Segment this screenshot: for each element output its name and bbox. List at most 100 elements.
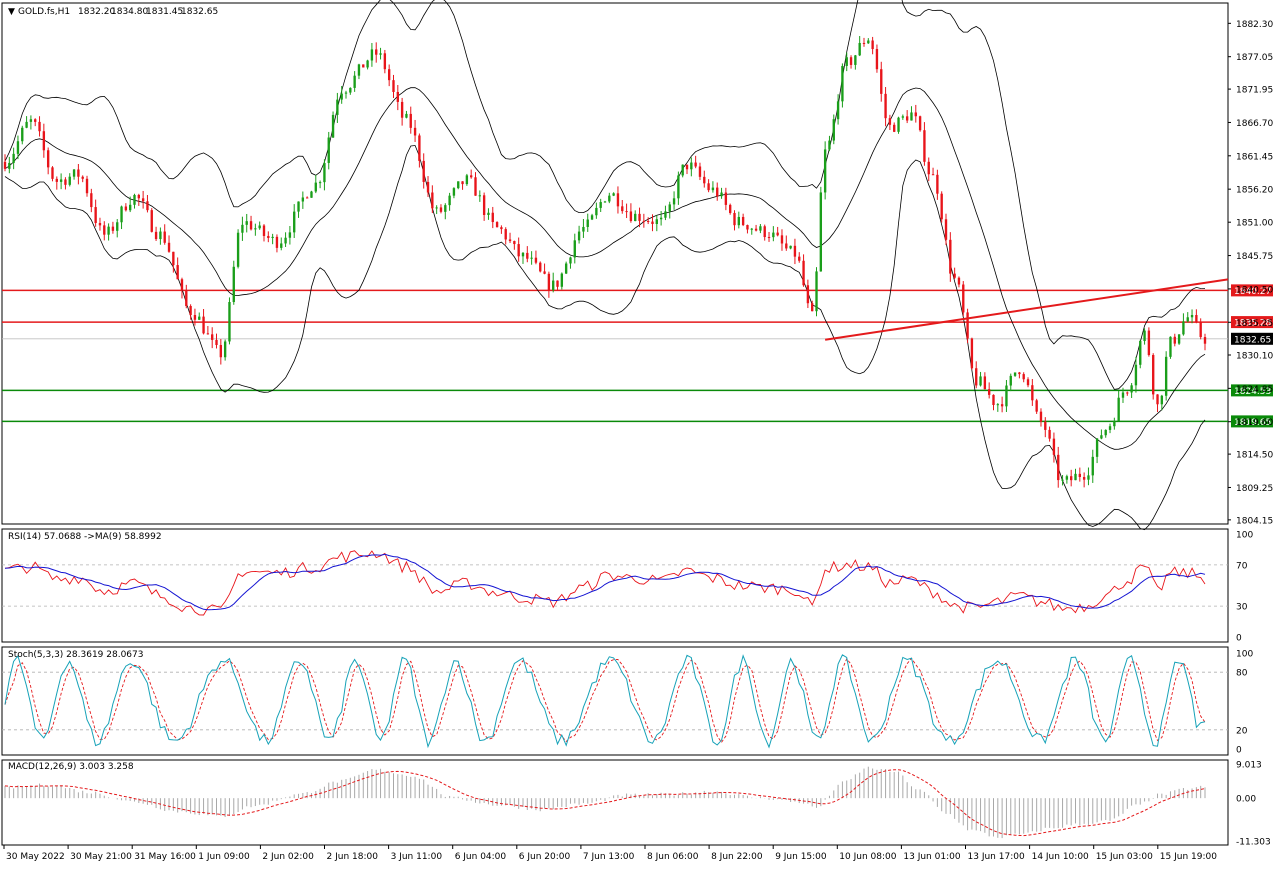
current-price-label-bg bbox=[1231, 332, 1273, 345]
candle-body bbox=[793, 245, 797, 257]
candle-body bbox=[55, 178, 58, 182]
candle-body bbox=[439, 207, 443, 212]
candle-body bbox=[556, 280, 559, 287]
candle-body bbox=[513, 241, 516, 245]
candle-body bbox=[677, 175, 680, 199]
candle-body bbox=[305, 197, 309, 199]
time-label-5: 2 Jun 18:00 bbox=[327, 852, 379, 862]
candle-body bbox=[1182, 321, 1185, 335]
candle-body bbox=[422, 160, 425, 182]
candle-body bbox=[651, 221, 654, 225]
price-header-high: 1834.80 bbox=[111, 7, 148, 17]
bollinger-middle bbox=[4, 87, 1206, 450]
candle-body bbox=[452, 188, 456, 196]
price-header-close: 1832.65 bbox=[181, 7, 218, 17]
price-tick-label-8: 1840.50 bbox=[1236, 285, 1273, 295]
current-price-label: 1832.65 bbox=[1234, 335, 1271, 345]
candle-body bbox=[500, 227, 503, 230]
candle-body bbox=[595, 207, 598, 216]
candle-body bbox=[1139, 341, 1142, 365]
candle-body bbox=[534, 257, 538, 263]
bollinger-upper bbox=[4, 0, 1206, 390]
candle-body bbox=[716, 187, 719, 197]
candle-body bbox=[871, 40, 874, 50]
candle-body bbox=[448, 195, 451, 206]
candle-body bbox=[962, 284, 965, 313]
candle-body bbox=[90, 193, 93, 208]
candle-body bbox=[711, 187, 715, 191]
candle-body bbox=[841, 65, 844, 102]
candle-body bbox=[508, 239, 512, 242]
price-tick-label-1: 1877.05 bbox=[1236, 53, 1273, 63]
price-tick-label-5: 1856.20 bbox=[1236, 186, 1273, 196]
candle-body bbox=[172, 251, 175, 266]
candle-body bbox=[426, 181, 430, 193]
candle-body bbox=[832, 119, 835, 141]
candle-body bbox=[586, 219, 589, 227]
price-tick-label-9: 1835.25 bbox=[1236, 319, 1273, 329]
candle-body bbox=[202, 316, 205, 334]
candle-body bbox=[379, 53, 382, 55]
price-header-open: 1832.20 bbox=[78, 7, 115, 17]
candle-body bbox=[413, 127, 417, 136]
candle-body bbox=[241, 224, 244, 233]
level-label-bg-3 bbox=[1231, 384, 1273, 397]
candle-body bbox=[327, 137, 330, 163]
candle-body bbox=[1039, 411, 1043, 422]
time-label-17: 15 Jun 03:00 bbox=[1096, 852, 1153, 862]
candle-body bbox=[573, 240, 576, 258]
candle-body bbox=[966, 312, 969, 339]
candle-body bbox=[128, 204, 132, 211]
candle-body bbox=[12, 153, 15, 163]
candle-body bbox=[776, 232, 779, 236]
candle-body bbox=[150, 210, 153, 232]
candle-body bbox=[120, 206, 123, 223]
time-label-3: 1 Jun 09:00 bbox=[198, 852, 250, 862]
candle-body bbox=[418, 135, 421, 161]
candle-body bbox=[612, 193, 615, 196]
macd-header: MACD(12,26,9) 3.003 3.258 bbox=[8, 762, 134, 772]
axis-labels: 1840.27 1835.28 1824.53 1819.65 1832.65 1882.… bbox=[3, 20, 1273, 862]
candle-body bbox=[897, 117, 900, 132]
candle-body bbox=[1052, 438, 1056, 455]
rsi-header: RSI(14) 57.0688 ->MA(9) 58.8992 bbox=[8, 532, 162, 542]
candle-body bbox=[159, 231, 162, 240]
candle-body bbox=[38, 121, 41, 132]
time-label-9: 7 Jun 13:00 bbox=[583, 852, 635, 862]
candle-body bbox=[487, 212, 490, 215]
candle-body bbox=[336, 99, 339, 115]
candle-body bbox=[845, 57, 848, 66]
candle-body bbox=[375, 49, 378, 55]
candle-body bbox=[707, 183, 710, 191]
candle-body bbox=[517, 244, 520, 257]
candle-body bbox=[64, 179, 67, 185]
candle-body bbox=[457, 181, 460, 189]
candle-body bbox=[638, 213, 641, 221]
candles bbox=[3, 36, 1207, 488]
candle-body bbox=[949, 239, 952, 274]
candle-body bbox=[219, 345, 223, 358]
candle-body bbox=[349, 87, 352, 93]
candle-body bbox=[798, 256, 801, 261]
time-label-10: 8 Jun 06:00 bbox=[647, 852, 699, 862]
candle-body bbox=[685, 164, 689, 170]
candle-body bbox=[1169, 336, 1172, 357]
candle-body bbox=[198, 316, 201, 320]
candle-body bbox=[733, 212, 736, 226]
rsi-tick-label-0: 100 bbox=[1236, 531, 1253, 541]
candle-body bbox=[431, 192, 434, 209]
candle-body bbox=[552, 280, 555, 291]
candle-body bbox=[582, 226, 585, 232]
price-header-symbol: GOLD.fs,H1 bbox=[18, 7, 70, 17]
candle-body bbox=[811, 303, 814, 312]
time-label-7: 6 Jun 04:00 bbox=[455, 852, 507, 862]
candle-body bbox=[176, 265, 179, 280]
candle-body bbox=[314, 182, 317, 192]
candle-body bbox=[616, 193, 620, 207]
candle-body bbox=[77, 169, 80, 177]
candle-body bbox=[331, 114, 335, 138]
macd-tick-label-1: 0.00 bbox=[1236, 795, 1256, 805]
candle-body bbox=[646, 221, 650, 223]
candle-body bbox=[357, 64, 361, 76]
candle-body bbox=[923, 130, 926, 162]
